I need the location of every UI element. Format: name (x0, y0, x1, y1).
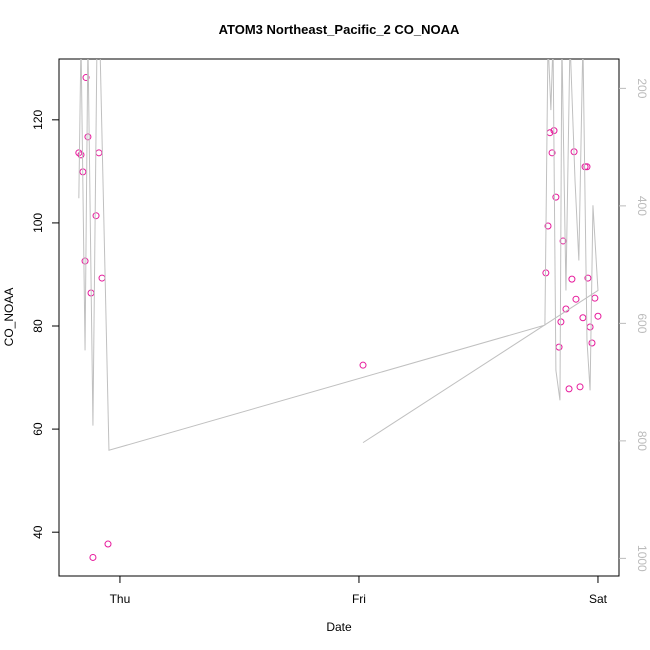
y2-tick-label: 800 (635, 431, 649, 451)
line (78, 59, 599, 451)
point (568, 275, 576, 283)
point (92, 212, 100, 220)
plot-area (75, 59, 602, 561)
x-tick-label: Thu (110, 592, 131, 606)
point (557, 318, 565, 326)
y-axis-label: CO_NOAA (2, 288, 16, 347)
point (544, 222, 552, 230)
plot-box (58, 58, 620, 577)
point (555, 343, 563, 351)
x-axis-label: Date (326, 620, 352, 634)
point (591, 294, 599, 302)
point (95, 149, 103, 157)
point (576, 383, 584, 391)
y-tick-label: 60 (31, 422, 45, 436)
y-tick-label: 100 (31, 213, 45, 233)
y-tick-label: 40 (31, 525, 45, 539)
point (588, 339, 596, 347)
point (82, 74, 90, 82)
y2-tick-label: 200 (635, 78, 649, 98)
y2-tick-label: 1000 (635, 545, 649, 572)
point (586, 323, 594, 331)
point (75, 149, 83, 157)
point (77, 151, 85, 159)
point (89, 553, 97, 561)
point (594, 312, 602, 320)
point (359, 361, 367, 369)
x-tick-label: Fri (352, 592, 366, 606)
x-tick-label: Sat (589, 592, 608, 606)
point (548, 149, 556, 157)
point (98, 274, 106, 282)
point (81, 257, 89, 265)
y2-tick-label: 400 (635, 196, 649, 216)
y-tick-label: 120 (31, 109, 45, 129)
point (583, 163, 591, 171)
chart-title: ATOM3 Northeast_Pacific_2 CO_NOAA (219, 22, 460, 37)
point (104, 540, 112, 548)
point (572, 295, 580, 303)
y-tick-label: 80 (31, 319, 45, 333)
point (579, 314, 587, 322)
point (552, 193, 560, 201)
point (84, 133, 92, 141)
point (559, 237, 567, 245)
point (565, 385, 573, 393)
y2-tick-label: 600 (635, 313, 649, 333)
point (584, 274, 592, 282)
